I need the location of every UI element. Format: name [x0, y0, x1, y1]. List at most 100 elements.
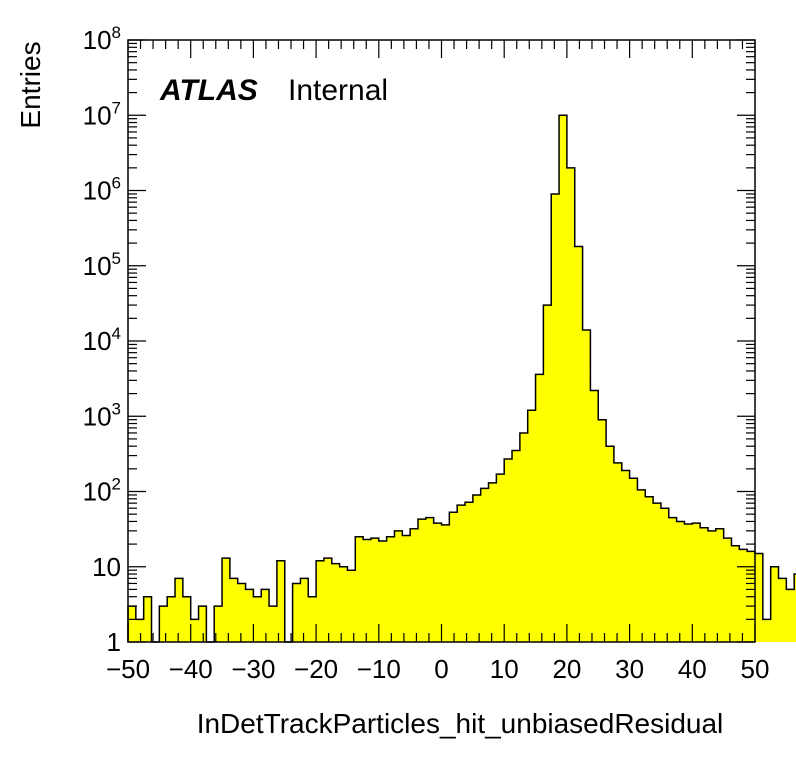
histogram-bar: [355, 536, 364, 642]
histogram-bar: [590, 390, 599, 642]
histogram-bar: [449, 512, 458, 642]
histogram-bars: [128, 115, 796, 643]
y-tick-label: 108: [83, 23, 121, 55]
histogram-bar: [316, 560, 325, 642]
x-tick-label: 10: [490, 654, 519, 684]
histogram-bar: [229, 578, 239, 642]
histogram-bar: [535, 374, 544, 642]
histogram-bar: [668, 517, 678, 642]
histogram-bar: [598, 419, 607, 642]
histogram-bar: [762, 619, 772, 642]
x-tick-label: 40: [678, 654, 707, 684]
histogram-bar: [527, 410, 536, 642]
histogram-bar: [363, 539, 372, 642]
histogram-bar: [472, 494, 482, 642]
histogram-bar: [128, 606, 137, 642]
histogram-bar: [308, 596, 317, 642]
histogram-outline: [127, 114, 796, 643]
x-tick-label: −40: [169, 654, 213, 684]
internal-label: Internal: [288, 74, 388, 107]
x-tick-labels: −50 −40 −30 −20 −10 0 10 20 30 40 50: [106, 654, 770, 684]
histogram-bar: [700, 527, 709, 642]
y-tick-label: 106: [83, 174, 121, 206]
histogram-bar: [723, 538, 732, 642]
histogram-bar: [402, 535, 411, 642]
histogram-bar: [629, 478, 638, 642]
histogram-bar: [417, 519, 427, 642]
x-axis-ticks: [127, 40, 756, 642]
y-tick-label: 103: [83, 399, 121, 431]
histogram-bar: [543, 305, 552, 642]
x-tick-label: −10: [357, 654, 401, 684]
histogram-bar: [245, 589, 254, 642]
histogram-bar: [504, 459, 513, 642]
histogram-bar: [613, 462, 623, 642]
histogram-bar: [496, 474, 505, 642]
histogram-bar: [645, 496, 654, 642]
y-tick-label: 102: [83, 475, 121, 507]
y-tick-labels: 1 10 102 103 104 105 106 107 108: [83, 23, 121, 657]
histogram-bar: [778, 578, 787, 642]
histogram-bar: [378, 540, 388, 642]
histogram-bar: [637, 489, 646, 642]
histogram-bar: [739, 549, 748, 642]
histogram-bar: [692, 523, 701, 642]
x-tick-label: 30: [615, 654, 644, 684]
histogram-bar: [441, 524, 450, 642]
histogram-bar: [684, 523, 693, 642]
histogram-bar: [237, 583, 246, 642]
histogram-bar: [606, 446, 615, 642]
y-tick-label: 107: [83, 98, 121, 130]
x-tick-label: 20: [552, 654, 581, 684]
histogram-bar: [159, 606, 168, 642]
histogram-bar: [269, 606, 278, 642]
histogram-bar: [347, 570, 356, 642]
histogram-bar: [323, 558, 333, 642]
histogram-bar: [190, 619, 199, 642]
histogram-bar: [394, 530, 403, 642]
histogram-bar: [370, 538, 380, 642]
histogram-bar: [621, 470, 630, 642]
y-tick-label: 1: [107, 627, 121, 657]
histogram-bar: [574, 246, 583, 642]
histogram-bar: [488, 482, 497, 642]
y-tick-label: 105: [83, 249, 121, 281]
atlas-label: ATLAS: [159, 74, 258, 107]
histogram-bar: [512, 450, 521, 642]
histogram-bar: [175, 578, 184, 642]
x-axis-title: InDetTrackParticles_hit_unbiasedResidual: [197, 708, 724, 739]
histogram-bar: [480, 488, 489, 642]
histogram-bar: [214, 606, 223, 642]
histogram-bar: [660, 508, 670, 642]
histogram-bar: [339, 566, 348, 642]
histogram-bar: [519, 432, 529, 642]
histogram-bar: [135, 619, 145, 642]
x-tick-label: 0: [434, 654, 448, 684]
histogram-bar: [167, 596, 176, 642]
histogram-bar: [715, 528, 725, 642]
histogram-bar: [198, 606, 207, 642]
histogram-bar: [182, 596, 192, 642]
histogram-bar: [559, 115, 568, 642]
histogram-bar: [653, 503, 662, 642]
x-tick-label: −30: [231, 654, 275, 684]
histogram-bar: [786, 589, 795, 642]
histogram-bar: [433, 523, 442, 642]
histogram-bar: [261, 589, 270, 642]
x-tick-label: −50: [106, 654, 150, 684]
histogram-bar: [551, 193, 560, 643]
histogram-bar: [410, 528, 419, 642]
histogram-bar: [292, 583, 301, 642]
histogram-bar: [770, 566, 779, 642]
histogram-bar: [386, 536, 395, 642]
histogram-bar: [566, 167, 576, 643]
histogram-bar: [794, 574, 796, 642]
histogram-bar: [253, 596, 262, 642]
histogram-bar: [465, 502, 474, 642]
y-tick-label: 10: [92, 552, 121, 582]
histogram-bar: [331, 563, 341, 642]
histogram-bar: [425, 517, 435, 642]
histogram-bar: [731, 545, 740, 642]
y-tick-label: 104: [83, 324, 121, 356]
